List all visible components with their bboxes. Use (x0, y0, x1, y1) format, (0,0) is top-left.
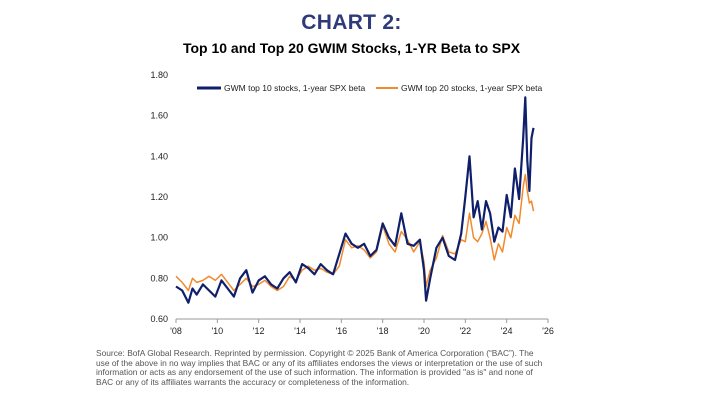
series-lines (175, 96, 535, 304)
source-line: BAC or any of its affiliates warrants th… (96, 376, 410, 387)
legend-label-top20: GWM top 20 stocks, 1-year SPX beta (401, 83, 543, 93)
y-tick-label: 1.60 (150, 111, 168, 121)
x-tick-label: '20 (418, 326, 430, 336)
y-tick-label: 1.00 (150, 233, 168, 243)
x-tick-label: '12 (253, 326, 265, 336)
y-tick-label: 1.80 (150, 70, 168, 80)
x-tick-label: '14 (294, 326, 306, 336)
series-line-top20 (175, 173, 535, 292)
source-line: Source: BofA Global Research. Reprinted … (96, 348, 534, 358)
x-tick-label: '24 (501, 326, 513, 336)
legend-label-top10: GWM top 10 stocks, 1-year SPX beta (224, 83, 366, 93)
y-axis-ticks: 0.60 0.80 1.00 1.20 1.40 1.60 1.80 (150, 70, 168, 324)
x-tick-label: '16 (335, 326, 347, 336)
x-tick-label: '22 (459, 326, 471, 336)
y-tick-label: 0.80 (150, 273, 168, 283)
chart-legend: GWM top 10 stocks, 1-year SPX beta GWM t… (197, 83, 543, 93)
source-line: use of the above in no way implies that … (96, 357, 543, 368)
x-tick-label: '26 (542, 326, 554, 336)
source-line: information or acts as any endorsement o… (96, 367, 533, 378)
page-title: CHART 2: (301, 11, 402, 34)
y-tick-label: 1.20 (150, 192, 168, 202)
series-line-top10 (175, 96, 535, 304)
x-tick-label: '08 (170, 326, 182, 336)
x-tick-label: '10 (211, 326, 223, 336)
x-axis-ticks: '08 '10 '12 '14 '16 '18 '20 '22 '24 '26 (170, 319, 554, 336)
source-note: Source: BofA Global Research. Reprinted … (96, 348, 616, 387)
y-tick-label: 0.60 (150, 314, 168, 324)
y-tick-label: 1.40 (150, 151, 168, 161)
chart-subtitle: Top 10 and Top 20 GWIM Stocks, 1-YR Beta… (182, 40, 521, 56)
x-tick-label: '18 (377, 326, 389, 336)
